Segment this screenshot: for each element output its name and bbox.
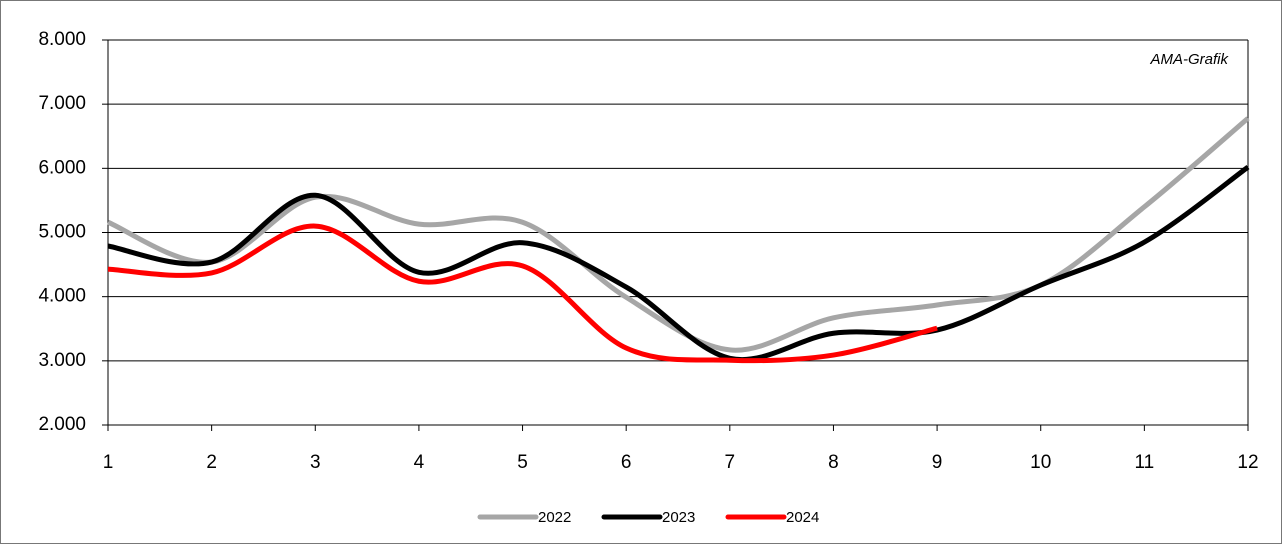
legend-label: 2024 xyxy=(786,509,819,526)
x-tick-label: 5 xyxy=(517,452,528,473)
series-line xyxy=(107,165,1250,363)
x-tick-label: 4 xyxy=(414,452,425,473)
legend-label: 2022 xyxy=(538,509,571,526)
series-line xyxy=(107,223,938,364)
series-line xyxy=(107,116,1250,353)
x-tick-label: 9 xyxy=(932,452,943,473)
y-tick-label: 4.000 xyxy=(38,286,86,307)
y-tick-label: 6.000 xyxy=(38,157,86,178)
x-tick-label: 10 xyxy=(1030,452,1051,473)
y-tick-label: 7.000 xyxy=(38,93,86,114)
x-tick-label: 11 xyxy=(1134,452,1154,473)
y-tick-label: 5.000 xyxy=(38,222,86,243)
y-tick-label: 2.000 xyxy=(38,414,86,435)
x-tick-label: 3 xyxy=(310,452,321,473)
x-tick-label: 7 xyxy=(725,452,736,473)
x-tick-label: 8 xyxy=(828,452,839,473)
legend-label: 2023 xyxy=(662,509,695,526)
x-tick-label: 6 xyxy=(621,452,632,473)
x-tick-label: 2 xyxy=(206,452,217,473)
x-tick-label: 12 xyxy=(1237,452,1258,473)
x-tick-label: 1 xyxy=(103,452,114,473)
y-tick-label: 3.000 xyxy=(38,350,86,371)
annotation: AMA-Grafik xyxy=(1149,51,1229,68)
y-tick-label: 8.000 xyxy=(38,29,86,50)
